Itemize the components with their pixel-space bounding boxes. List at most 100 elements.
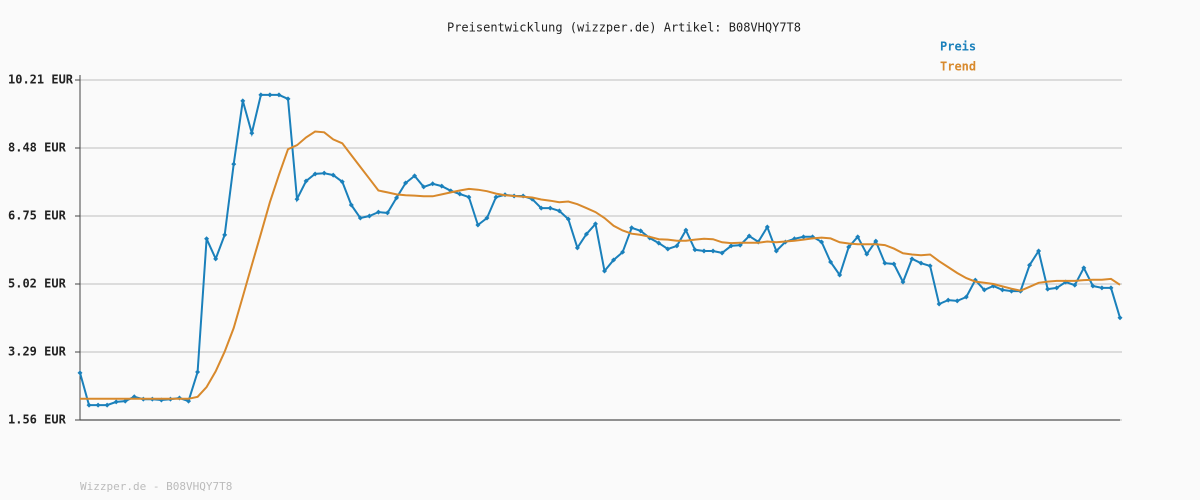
point bbox=[981, 287, 987, 293]
point bbox=[122, 398, 128, 404]
y-tick-label: 5.02 EUR bbox=[8, 277, 67, 291]
point bbox=[918, 260, 924, 266]
point bbox=[728, 243, 734, 249]
point bbox=[936, 301, 942, 307]
series-line bbox=[79, 93, 1121, 407]
point bbox=[846, 244, 852, 250]
point bbox=[819, 239, 825, 245]
point bbox=[86, 402, 92, 408]
footer: Wizzper.de - B08VHQY7T8 bbox=[80, 480, 232, 493]
point bbox=[683, 227, 689, 233]
point bbox=[665, 246, 671, 252]
point bbox=[421, 184, 427, 190]
point bbox=[294, 196, 300, 202]
chart-title: Preisentwicklung (wizzper.de) Artikel: B… bbox=[447, 21, 801, 35]
point bbox=[222, 232, 228, 238]
point bbox=[430, 181, 436, 187]
point bbox=[1054, 285, 1060, 291]
point bbox=[357, 215, 363, 221]
point bbox=[95, 402, 101, 408]
point bbox=[583, 231, 589, 237]
point bbox=[213, 256, 219, 262]
point bbox=[1099, 285, 1105, 291]
point bbox=[303, 178, 309, 184]
point bbox=[864, 251, 870, 257]
point bbox=[231, 161, 237, 167]
point bbox=[1081, 265, 1087, 271]
point bbox=[366, 213, 372, 219]
point bbox=[710, 248, 716, 254]
point bbox=[104, 402, 110, 408]
point bbox=[592, 221, 598, 227]
point bbox=[321, 170, 327, 176]
point bbox=[900, 279, 906, 285]
point bbox=[1108, 285, 1114, 291]
point bbox=[963, 294, 969, 300]
point bbox=[204, 236, 210, 242]
y-tick-label: 10.21 EUR bbox=[8, 73, 74, 87]
point bbox=[574, 245, 580, 251]
point bbox=[674, 243, 680, 249]
point bbox=[267, 92, 273, 98]
point bbox=[629, 225, 635, 231]
point bbox=[240, 98, 246, 104]
point bbox=[556, 208, 562, 214]
point bbox=[773, 248, 779, 254]
point bbox=[945, 297, 951, 303]
point bbox=[1045, 286, 1051, 292]
point bbox=[565, 216, 571, 222]
legend-label: Preis bbox=[940, 40, 976, 54]
point bbox=[375, 209, 381, 215]
point bbox=[855, 234, 861, 240]
point bbox=[746, 233, 752, 239]
point bbox=[764, 224, 770, 230]
point bbox=[1117, 315, 1123, 321]
point bbox=[484, 215, 490, 221]
point bbox=[547, 205, 553, 211]
point bbox=[891, 261, 897, 267]
point bbox=[828, 259, 834, 265]
point bbox=[412, 173, 418, 179]
point bbox=[312, 171, 318, 177]
point bbox=[909, 256, 915, 262]
point bbox=[457, 191, 463, 197]
point bbox=[394, 195, 400, 201]
point bbox=[538, 205, 544, 211]
point bbox=[276, 92, 282, 98]
point bbox=[837, 272, 843, 278]
point bbox=[882, 260, 888, 266]
point bbox=[999, 287, 1005, 293]
y-tick-label: 8.48 EUR bbox=[8, 141, 67, 155]
point bbox=[439, 183, 445, 189]
point bbox=[954, 298, 960, 304]
point bbox=[384, 210, 390, 216]
point bbox=[602, 268, 608, 274]
series-line bbox=[80, 130, 1121, 400]
point bbox=[620, 249, 626, 255]
point bbox=[249, 130, 255, 136]
point bbox=[873, 238, 879, 244]
point bbox=[493, 194, 499, 200]
point bbox=[403, 180, 409, 186]
point bbox=[339, 179, 345, 185]
y-tick-label: 3.29 EUR bbox=[8, 345, 67, 359]
point bbox=[466, 194, 472, 200]
point bbox=[195, 369, 201, 375]
point bbox=[330, 172, 336, 178]
point bbox=[692, 247, 698, 253]
legend-label: Trend bbox=[940, 60, 976, 74]
point bbox=[258, 92, 264, 98]
point bbox=[1072, 282, 1078, 288]
point bbox=[800, 234, 806, 240]
point bbox=[348, 202, 354, 208]
point bbox=[656, 240, 662, 246]
point bbox=[285, 96, 291, 102]
point bbox=[186, 398, 192, 404]
y-tick-label: 1.56 EUR bbox=[8, 413, 67, 427]
point bbox=[1027, 262, 1033, 268]
point bbox=[113, 399, 119, 405]
point bbox=[77, 370, 83, 376]
point bbox=[927, 263, 933, 269]
